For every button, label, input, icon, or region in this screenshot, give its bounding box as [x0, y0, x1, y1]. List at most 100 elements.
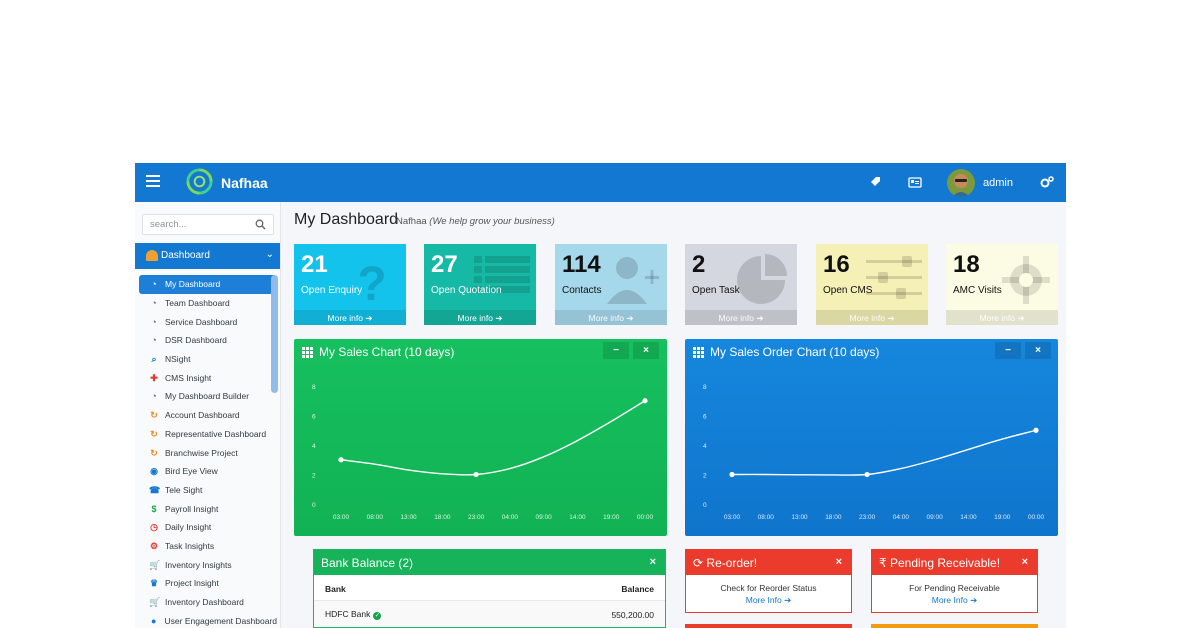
sidebar-menu: ◔ My Dashboard ◔ Team Dashboard ◔ Service Das…	[139, 275, 277, 628]
list-icon	[474, 256, 530, 293]
bank-balance: 550,200.00	[506, 600, 665, 627]
stat-box[interactable]: 18 AMC Visits More info ➔	[946, 244, 1058, 325]
data-point[interactable]	[473, 471, 479, 478]
sidebar-item[interactable]: ↻ Branchwise Project	[139, 443, 277, 462]
sidebar-item[interactable]: ◷ Daily Insight	[139, 518, 277, 537]
sidebar-item[interactable]: 🛒 Inventory Dashboard	[139, 593, 277, 612]
table-row[interactable]: HDFC Bank ✓ 550,200.00	[314, 600, 665, 627]
sidebar-item[interactable]: ◉ Bird Eye View	[139, 462, 277, 481]
alert-strip	[685, 624, 852, 628]
settings-icon[interactable]	[1039, 175, 1055, 189]
close-button[interactable]: ×	[835, 556, 842, 568]
minimize-button[interactable]: −	[603, 342, 629, 359]
brand-name[interactable]: Nafhaa	[221, 175, 268, 191]
stat-label: Open Task	[692, 285, 740, 296]
more-info-link[interactable]: More info ➔	[555, 310, 667, 325]
close-button[interactable]: ×	[633, 342, 659, 359]
sidebar-item-label: Service Dashboard	[165, 316, 238, 327]
menu-toggle-icon[interactable]	[146, 175, 160, 189]
sidebar-item[interactable]: ↻ Representative Dashboard	[139, 425, 277, 444]
alert-text: Check for Reorder Status	[720, 583, 817, 593]
gauge-icon: ◔	[151, 279, 157, 290]
search-icon[interactable]	[255, 219, 266, 230]
sidebar-item-label: My Dashboard Builder	[165, 391, 250, 402]
more-info-link[interactable]: More info ➔	[685, 310, 797, 325]
sidebar-item-label: Payroll Insight	[165, 503, 219, 514]
sidebar-item[interactable]: ♛ Project Insight	[139, 574, 277, 593]
sidebar-scrollbar[interactable]	[271, 275, 278, 393]
stat-value: 16	[823, 251, 850, 278]
column-header: Balance	[621, 584, 654, 594]
gauge-icon: ◔	[151, 391, 157, 402]
sidebar-item[interactable]: ◔ My Dashboard Builder	[139, 387, 277, 406]
pie-chart-icon	[737, 254, 787, 304]
sidebar-item[interactable]: ↻ Account Dashboard	[139, 406, 277, 425]
close-button[interactable]: ×	[1021, 556, 1028, 568]
sidebar-item[interactable]: ◔ Team Dashboard	[139, 294, 277, 313]
sidebar-item-label: Inventory Insights	[165, 559, 232, 570]
sidebar-item[interactable]: ☎ Tele Sight	[139, 481, 277, 500]
stat-box[interactable]: 27 Open Quotation More info ➔	[424, 244, 536, 325]
search-input[interactable]: search...	[142, 214, 274, 235]
clock-icon: ◷	[150, 522, 158, 533]
data-point[interactable]	[729, 471, 735, 478]
sidebar-item[interactable]: ◔ Service Dashboard	[139, 312, 277, 331]
more-info-link[interactable]: More info ➔	[946, 310, 1058, 325]
sidebar-item-label: Daily Insight	[165, 522, 212, 533]
data-point[interactable]	[864, 471, 870, 478]
x-tick-label: 14:00	[569, 514, 586, 521]
sidebar-item[interactable]: ✚ CMS Insight	[139, 368, 277, 387]
bank-name: HDFC Bank	[325, 609, 371, 619]
x-tick-label: 13:00	[791, 514, 808, 521]
sales-line-chart: 0 2 4 6 8 03:00 08:00 13:00 18:00 23:00 04:00 09:00…	[312, 384, 654, 521]
close-button[interactable]: ×	[1025, 342, 1051, 359]
stat-label: AMC Visits	[953, 285, 1002, 296]
stat-box[interactable]: ? 21 Open Enquiry More info ➔	[294, 244, 406, 325]
user-menu[interactable]: admin	[947, 168, 1013, 198]
x-tick-label: 08:00	[758, 514, 775, 521]
minimize-button[interactable]: −	[995, 342, 1021, 359]
sidebar-section-dashboard[interactable]: Dashboard ⌄	[135, 243, 280, 269]
stat-box[interactable]: 16 Open CMS More info ➔	[816, 244, 928, 325]
data-point[interactable]	[1033, 427, 1039, 433]
stat-label: Contacts	[562, 285, 602, 296]
eye-icon: ◉	[150, 466, 158, 477]
x-tick-label: 23:00	[859, 514, 876, 521]
x-tick-label: 14:00	[960, 514, 977, 521]
sidebar-item[interactable]: $ Payroll Insight	[139, 499, 277, 518]
sidebar-item-label: Task Insights	[165, 540, 215, 551]
sidebar-item[interactable]: ⚙ Task Insights	[139, 537, 277, 556]
sidebar-item-label: User Engagement Dashboard	[164, 615, 277, 626]
more-info-link[interactable]: More info ➔	[424, 310, 536, 325]
id-card-icon[interactable]	[907, 175, 923, 189]
more-info-link[interactable]: More Info ➔	[931, 595, 978, 605]
close-button[interactable]: ×	[649, 556, 656, 568]
tagline: (We help grow your business)	[429, 216, 555, 227]
sidebar-item[interactable]: 🛒 Inventory Insights	[139, 555, 277, 574]
cart-icon: 🛒	[149, 597, 161, 608]
x-tick-label: 04:00	[502, 514, 519, 521]
stat-value: 27	[431, 251, 458, 278]
sidebar-item-label: Team Dashboard	[165, 298, 230, 309]
data-point[interactable]	[338, 457, 344, 463]
more-info-link[interactable]: More info ➔	[816, 310, 928, 325]
stat-box[interactable]: 114 Contacts More info ➔	[555, 244, 667, 325]
gauge-icon: ◔	[151, 316, 157, 327]
stat-label: Open Quotation	[431, 285, 502, 296]
user-icon: ●	[151, 615, 157, 626]
stat-box[interactable]: 2 Open Task More info ➔	[685, 244, 797, 325]
dashboard-icon	[146, 250, 158, 261]
sidebar-item[interactable]: ◔ DSR Dashboard	[139, 331, 277, 350]
sidebar-item-label: CMS Insight	[165, 372, 212, 383]
panel-title: My Sales Order Chart (10 days)	[710, 345, 880, 359]
more-info-link[interactable]: More info ➔	[294, 310, 406, 325]
panel-title: My Sales Chart (10 days)	[319, 345, 455, 359]
sidebar-item[interactable]: ⌕ NSight	[139, 350, 277, 369]
sidebar-item[interactable]: ● User Engagement Dashboard	[139, 611, 277, 628]
data-point[interactable]	[642, 398, 648, 404]
x-tick-label: 09:00	[927, 514, 944, 521]
sidebar-item[interactable]: ◔ My Dashboard	[139, 275, 277, 294]
sidebar: search... Dashboard ⌄ ◔ My Dashboard ◔ Team…	[135, 202, 281, 628]
more-info-link[interactable]: More Info ➔	[745, 595, 792, 605]
tag-icon[interactable]	[868, 175, 884, 189]
